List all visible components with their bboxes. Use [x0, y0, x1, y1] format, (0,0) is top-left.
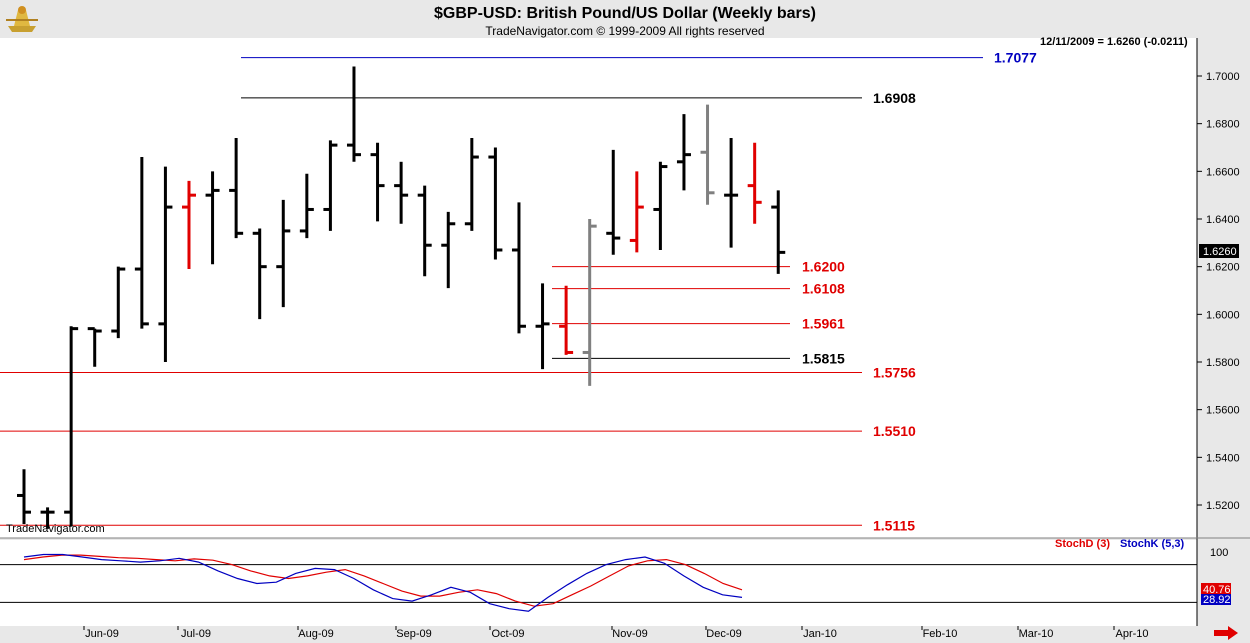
- ohlc-bar: [747, 142, 762, 224]
- last-quote-stamp: 12/11/2009 = 1.6260 (-0.0211): [1040, 36, 1188, 48]
- ohlc-bar: [252, 228, 267, 320]
- x-tick-label: Mar-10: [1019, 628, 1054, 640]
- ohlc-bar: [488, 147, 503, 260]
- ohlc-bar: [535, 283, 550, 370]
- x-tick-label: Aug-09: [298, 628, 333, 640]
- stochD-line: [23, 554, 743, 607]
- chart-header: $GBP-USD: British Pound/US Dollar (Weekl…: [0, 0, 1250, 38]
- ohlc-bar: [17, 469, 31, 525]
- ohlc-bar: [606, 149, 621, 255]
- stoch-y-tick-label: 100: [1210, 547, 1228, 559]
- x-tick-label: Sep-09: [396, 628, 431, 640]
- ohlc-bar: [299, 173, 314, 239]
- ohlc-bar: [582, 219, 597, 386]
- ohlc-bar: [653, 161, 668, 250]
- x-tick-label: Nov-09: [612, 628, 647, 640]
- chart-subtitle: TradeNavigator.com © 1999-2009 All right…: [485, 24, 765, 38]
- stochK-value: 28.92: [1203, 594, 1231, 606]
- ohlc-bar: [40, 507, 55, 529]
- y-tick-label: 1.6600: [1206, 166, 1240, 178]
- watermark-text: TradeNavigator.com: [6, 523, 105, 535]
- ohlc-bar: [771, 190, 786, 274]
- price-bars: [17, 66, 786, 529]
- x-tick-label: Jul-09: [181, 628, 211, 640]
- stochD-legend: StochD (3): [1055, 538, 1110, 550]
- y-tick-label: 1.6400: [1206, 214, 1240, 226]
- y-tick-label: 1.5200: [1206, 500, 1240, 512]
- x-tick-label: Oct-09: [491, 628, 524, 640]
- y-tick-label: 1.7000: [1206, 71, 1240, 83]
- chart-title: $GBP-USD: British Pound/US Dollar (Weekl…: [434, 5, 816, 22]
- last-price-label: 1.6260: [1203, 246, 1237, 258]
- ohlc-bar: [87, 327, 102, 367]
- level-label: 1.5115: [873, 517, 915, 533]
- level-label: 1.6200: [802, 259, 845, 275]
- x-tick-label: Dec-09: [706, 628, 741, 640]
- y-tick-label: 1.6000: [1206, 309, 1240, 321]
- stochK-legend: StochK (5,3): [1120, 538, 1185, 550]
- x-tick-label: Feb-10: [923, 628, 958, 640]
- scroll-right-arrow-icon[interactable]: [1212, 626, 1240, 640]
- ohlc-bar: [158, 166, 173, 362]
- trade-navigator-logo: [6, 6, 38, 32]
- ohlc-bar: [323, 140, 338, 231]
- ohlc-bar: [511, 202, 526, 334]
- ohlc-bar: [346, 66, 361, 162]
- stoch-plot-area: [0, 540, 1197, 626]
- ohlc-bar: [676, 114, 691, 191]
- ohlc-bar: [370, 142, 385, 222]
- date-x-axis: Jun-09 Jul-09 Aug-09 Sep-09 Oct-09 Nov-09 Dec-…: [83, 626, 1149, 640]
- y-tick-label: 1.5400: [1206, 452, 1240, 464]
- levels-layer: 1.7077 1.6908 1.6200 1.6108 1.5961 1.5815 1.57…: [0, 50, 1037, 533]
- stochD-value: 40.76: [1203, 584, 1231, 596]
- ohlc-bar: [134, 157, 149, 329]
- ohlc-bar: [441, 211, 456, 289]
- level-label: 1.5961: [802, 316, 845, 332]
- stochK-line: [23, 553, 743, 612]
- x-tick-label: Apr-10: [1115, 628, 1148, 640]
- ohlc-bar: [229, 137, 244, 239]
- ohlc-bar: [700, 104, 715, 205]
- price-y-axis: 1.7000 1.6800 1.6600 1.6400 1.6200 1.6000 1.58…: [1197, 71, 1240, 512]
- y-tick-label: 1.5800: [1206, 357, 1240, 369]
- y-tick-label: 1.6200: [1206, 262, 1240, 274]
- x-tick-label: Jun-09: [85, 628, 119, 640]
- ohlc-bar: [394, 161, 409, 224]
- x-tick-label: Jan-10: [803, 628, 837, 640]
- price-plot-area: [0, 38, 1197, 538]
- ohlc-bar: [417, 185, 432, 277]
- stochK-value-tag: [1201, 594, 1231, 605]
- level-label: 1.6108: [802, 281, 845, 297]
- y-tick-label: 1.6800: [1206, 119, 1240, 131]
- level-label: 1.7077: [994, 50, 1037, 66]
- stochD-value-tag: [1201, 583, 1231, 595]
- level-label: 1.6908: [873, 90, 916, 106]
- level-label: 1.5756: [873, 364, 916, 380]
- last-price-tag: 1.6260: [1199, 244, 1239, 258]
- ohlc-bar: [629, 171, 644, 253]
- ohlc-bar: [205, 171, 220, 265]
- ohlc-bar: [559, 285, 574, 355]
- ohlc-bar: [276, 199, 291, 308]
- level-label: 1.5815: [802, 350, 845, 366]
- y-tick-label: 1.5600: [1206, 405, 1240, 417]
- ohlc-bar: [181, 180, 196, 270]
- ohlc-bar: [111, 266, 126, 339]
- level-label: 1.5510: [873, 423, 916, 439]
- ohlc-bar: [724, 137, 739, 248]
- ohlc-bar: [464, 137, 479, 231]
- ohlc-bar: [64, 326, 79, 527]
